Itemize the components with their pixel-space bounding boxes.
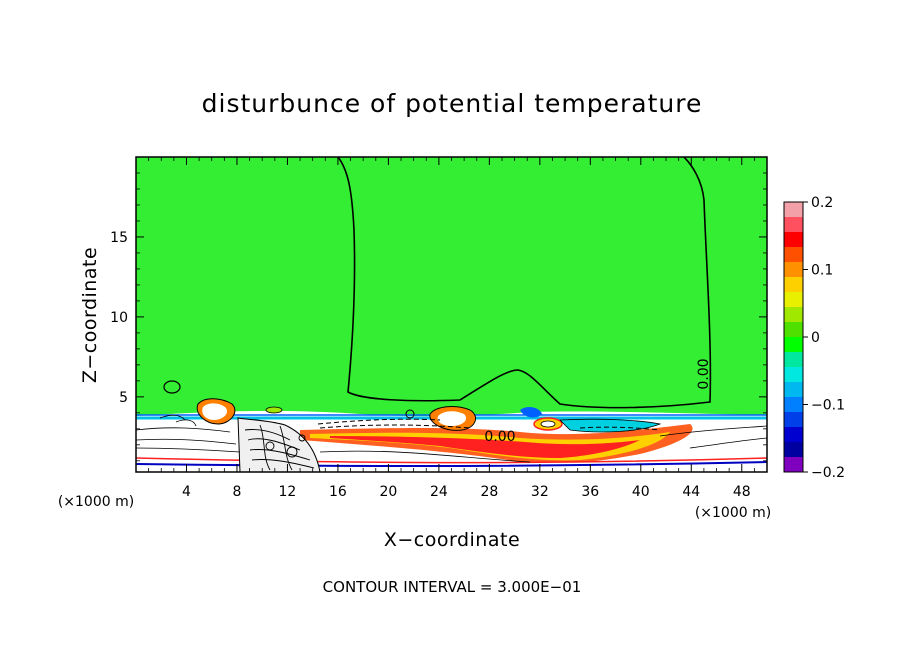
- colorbar-swatch: [784, 202, 803, 218]
- x-axis-label: X−coordinate: [384, 529, 520, 551]
- x-tick-label: 40: [632, 484, 650, 500]
- colorbar-swatch: [784, 367, 803, 383]
- colorbar-tick-label: 0.1: [811, 263, 833, 279]
- y-tick-label: 15: [110, 230, 128, 246]
- contour-interval-note: CONTOUR INTERVAL = 3.000E−01: [323, 578, 582, 596]
- colorbar-swatch: [784, 352, 803, 368]
- colorbar-swatch: [784, 217, 803, 233]
- x-tick-label: 36: [581, 484, 599, 500]
- y-tick-label: 10: [110, 310, 128, 326]
- colorbar-swatch: [784, 232, 803, 248]
- colorbar-tick-label: 0.2: [811, 195, 833, 211]
- x-tick-label: 24: [430, 484, 448, 500]
- colorbar-swatch: [784, 277, 803, 293]
- x-axis: 4 8 12 16 20 24 28 32 36 40 44 48: [148, 157, 755, 500]
- colorbar-swatch: [784, 427, 803, 443]
- y-axis: 5 10 15: [110, 172, 767, 462]
- colorbar-swatch: [784, 382, 803, 398]
- x-tick-label: 8: [232, 484, 241, 500]
- colorbar-swatch: [784, 322, 803, 338]
- zero-contour: [337, 157, 712, 409]
- colorbar: 0.2 0.1 0 −0.1 −0.2: [783, 195, 845, 481]
- colorbar-swatch: [784, 292, 803, 308]
- plot-area: [136, 157, 767, 472]
- x-tick-label: 28: [480, 484, 498, 500]
- colorbar-swatch: [784, 457, 803, 473]
- x-unit-right: (×1000 m): [695, 505, 771, 521]
- x-tick-label: 20: [379, 484, 397, 500]
- x-unit-left: (×1000 m): [58, 494, 134, 510]
- x-tick-label: 48: [733, 484, 751, 500]
- colorbar-swatch: [784, 262, 803, 278]
- colorbar-swatch: [784, 412, 803, 428]
- x-tick-label: 44: [682, 484, 700, 500]
- colorbar-swatch: [784, 307, 803, 323]
- y-tick-label: 5: [119, 390, 128, 406]
- colorbar-tick-label: −0.2: [811, 465, 845, 481]
- colorbar-swatch: [784, 247, 803, 263]
- x-tick-label: 32: [531, 484, 549, 500]
- contour-label: 0.00: [484, 429, 515, 445]
- colorbar-swatch: [784, 337, 803, 353]
- chart-title: disturbunce of potential temperature: [202, 89, 703, 118]
- x-tick-label: 16: [329, 484, 347, 500]
- colorbar-tick-label: 0: [811, 330, 820, 346]
- contour-label: 0.00: [696, 358, 712, 389]
- x-tick-label: 12: [279, 484, 297, 500]
- colorbar-swatch: [784, 442, 803, 458]
- colorbar-swatch: [784, 397, 803, 413]
- y-axis-label: Z−coordinate: [79, 247, 101, 383]
- colorbar-tick-label: −0.1: [811, 398, 845, 414]
- x-tick-label: 4: [182, 484, 191, 500]
